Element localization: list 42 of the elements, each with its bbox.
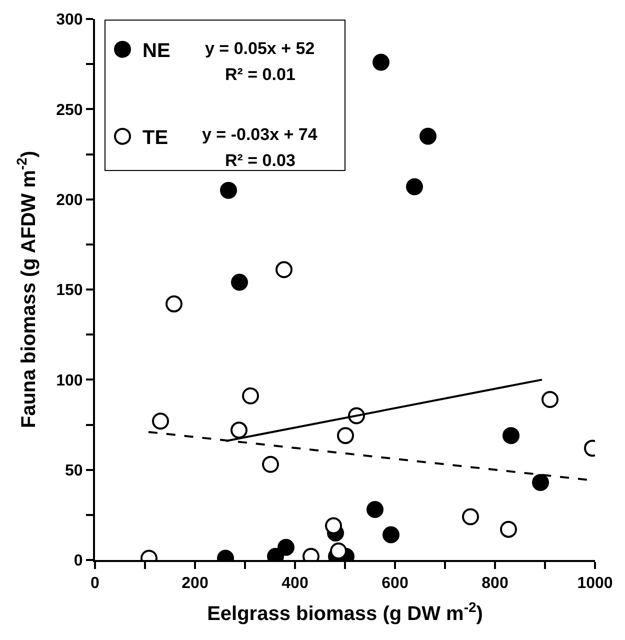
legend-label: TE <box>142 127 168 150</box>
point <box>325 517 342 534</box>
x-tick-label: 400 <box>282 575 308 592</box>
x-tick-label: 800 <box>482 575 508 592</box>
point <box>166 295 182 312</box>
point <box>532 474 549 491</box>
annotation: y = 0.05x + 52 <box>205 39 315 58</box>
point <box>372 54 390 71</box>
point <box>406 178 423 196</box>
point <box>220 182 237 199</box>
point <box>152 412 169 430</box>
y-tick-label: 150 <box>56 282 83 300</box>
y-tick-label: 300 <box>56 12 83 29</box>
point <box>502 427 520 444</box>
x-tick-label: 0 <box>90 575 100 592</box>
y-tick-label: 250 <box>56 102 83 119</box>
annotation: R² = 0.03 <box>225 151 296 170</box>
y-tick-label: 0 <box>74 552 83 570</box>
annotation: R² = 0.01 <box>225 65 296 84</box>
point <box>262 456 279 473</box>
point <box>242 387 259 404</box>
x-tick-label: 1000 <box>577 575 613 592</box>
y-tick-label: 200 <box>56 192 83 209</box>
point <box>276 261 292 278</box>
point <box>462 508 479 526</box>
point <box>542 391 558 408</box>
y-tick-label: 50 <box>65 462 83 480</box>
legend-label: NE <box>142 40 170 62</box>
point <box>231 274 248 291</box>
point <box>337 427 354 444</box>
point <box>382 526 400 544</box>
point <box>230 422 248 439</box>
point <box>278 538 294 556</box>
point <box>420 128 436 145</box>
x-axis-title: Eelgrass biomass (g DW m$^{-2}$) <box>207 598 483 626</box>
x-tick-label: 200 <box>182 575 208 592</box>
x-tick-label: 600 <box>382 575 408 592</box>
point <box>366 501 384 518</box>
point <box>330 542 347 560</box>
point <box>500 520 517 538</box>
annotation: y = -0.03x + 74 <box>202 125 318 144</box>
y-tick-label: 100 <box>56 372 83 390</box>
